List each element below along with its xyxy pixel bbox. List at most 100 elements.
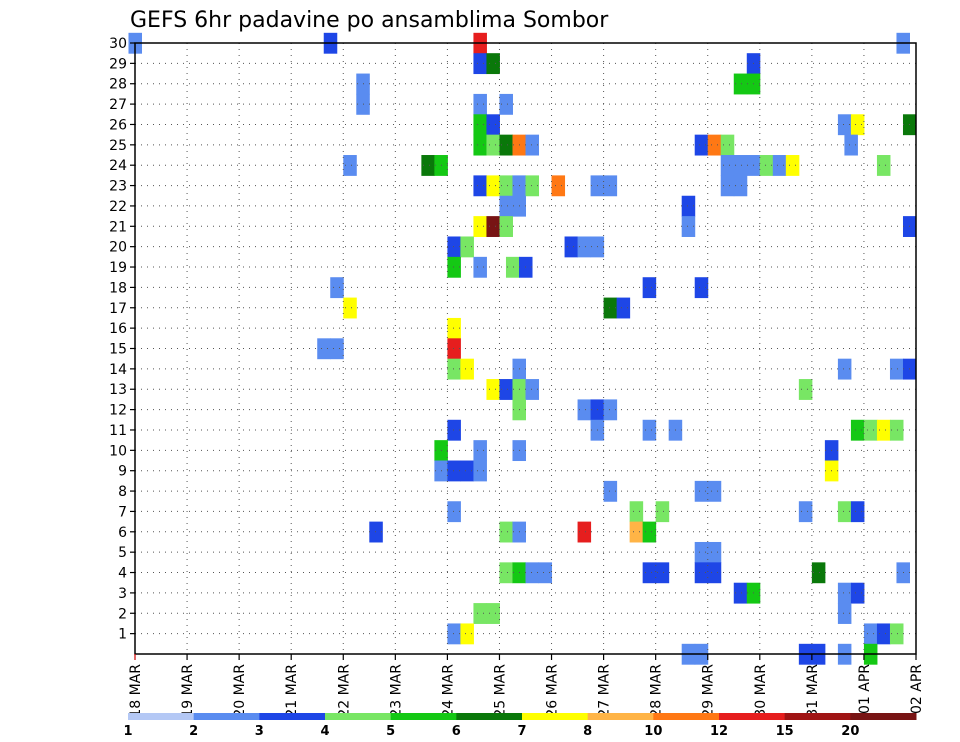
heatmap-cell — [577, 521, 592, 543]
heatmap-cell — [551, 175, 566, 197]
heatmap-cell — [733, 73, 748, 95]
x-tick-label: 30 MAR — [753, 664, 769, 718]
heatmap-cell — [447, 256, 461, 278]
x-tick-label: 21 MAR — [284, 664, 300, 718]
colorbar-label: 15 — [776, 724, 794, 739]
y-tick-label: 2 — [118, 606, 127, 622]
heatmap-cell — [473, 175, 487, 197]
heatmap-cell — [798, 501, 813, 523]
x-tick-label: 18 MAR — [128, 664, 144, 718]
colorbar-swatch — [784, 713, 851, 720]
heatmap-cell — [473, 134, 487, 156]
heatmap-cell — [837, 358, 852, 380]
x-tick-label: 01 APR — [857, 664, 873, 714]
heatmap-cell — [499, 195, 513, 217]
colorbar: 1 2 3 4 5 6 7 8 10 12 15 20 — [123, 713, 917, 739]
heatmap-cell — [447, 358, 461, 380]
y-tick-label: 27 — [109, 97, 127, 113]
heatmap-cell — [694, 134, 709, 156]
heatmap-cell — [629, 521, 644, 543]
heatmap-cell — [694, 541, 709, 563]
heatmap-cell — [486, 603, 500, 624]
heatmap-cell — [694, 277, 709, 299]
x-tick-label: 28 MAR — [649, 664, 665, 718]
y-tick-label: 9 — [118, 464, 127, 480]
colorbar-label: 10 — [644, 724, 662, 739]
heatmap-cell — [486, 379, 500, 400]
heatmap-cell — [863, 419, 878, 441]
colorbar-label: 3 — [255, 724, 264, 739]
heatmap-cell — [889, 358, 904, 380]
y-tick-label: 25 — [109, 138, 127, 154]
heatmap-cell — [642, 277, 657, 299]
y-tick-label: 18 — [109, 280, 127, 296]
heatmap-cell — [343, 297, 357, 319]
x-tick-label: 26 MAR — [545, 664, 561, 718]
heatmap-cell — [460, 623, 474, 645]
colorbar-label: 7 — [517, 724, 526, 739]
heatmap-cell — [486, 114, 500, 136]
colorbar-swatch — [259, 713, 326, 720]
x-tick-label: 27 MAR — [597, 664, 613, 718]
x-tick-label: 23 MAR — [388, 664, 404, 718]
heatmap-cell — [681, 195, 696, 217]
heatmap-cell — [772, 155, 787, 176]
heatmap-cell — [603, 297, 618, 319]
heatmap-cell — [473, 440, 487, 462]
heatmap-cell — [733, 155, 748, 176]
heatmap-cell — [499, 175, 513, 197]
heatmap-cell — [785, 155, 800, 176]
heatmap-cell — [759, 155, 774, 176]
heatmap-cell — [499, 562, 513, 584]
heatmap-cell — [850, 419, 865, 441]
colorbar-swatch — [719, 713, 786, 720]
grid-layer — [135, 42, 917, 654]
heatmap-cell — [629, 501, 644, 523]
heatmap-cell — [525, 175, 540, 197]
x-tick-label: 25 MAR — [492, 664, 508, 718]
heatmap-cell — [837, 603, 852, 624]
heatmap-cell — [369, 521, 383, 543]
heatmap-cell — [447, 623, 461, 645]
heatmap-cell — [538, 562, 553, 584]
heatmap-cell — [499, 379, 513, 400]
y-tick-label: 20 — [109, 240, 127, 256]
colorbar-swatch — [522, 713, 589, 720]
heatmap-cell — [330, 338, 344, 360]
heatmap-cell — [460, 460, 474, 482]
y-tick-label: 17 — [109, 301, 127, 317]
y-tick-label: 28 — [109, 77, 127, 93]
heatmap-cell — [694, 562, 709, 584]
y-tick-label: 5 — [118, 545, 127, 561]
heatmap-cell — [863, 623, 878, 645]
heatmap-cell — [837, 114, 852, 136]
heatmap-cell — [447, 501, 461, 523]
y-tick-label: 12 — [109, 403, 127, 419]
y-tick-label: 24 — [109, 158, 127, 174]
heatmap-cell — [447, 338, 461, 360]
heatmap-cell — [486, 216, 500, 237]
y-tick-label: 30 — [109, 36, 127, 52]
heatmap-cell — [473, 256, 487, 278]
heatmap-cell — [603, 175, 618, 197]
colorbar-swatch — [390, 713, 457, 720]
heatmap-cell — [876, 623, 891, 645]
heatmap-cell — [720, 134, 735, 156]
colorbar-swatch — [128, 713, 195, 720]
heatmap-cell — [473, 216, 487, 237]
heatmap-cell — [720, 175, 735, 197]
y-tick-label: 7 — [118, 504, 127, 520]
colorbar-swatch — [653, 713, 720, 720]
heatmap-cell — [681, 216, 696, 237]
heatmap-cell — [733, 582, 748, 604]
heatmap-cell — [642, 562, 657, 584]
heatmap-cell — [707, 480, 722, 502]
heatmap-cell — [525, 562, 540, 584]
colorbar-swatch — [193, 713, 260, 720]
heatmap-cell — [564, 236, 579, 258]
y-tick-label: 6 — [118, 525, 127, 541]
heatmap-cell — [707, 134, 722, 156]
y-axis: 1234567891011121314151617181920212223242… — [109, 36, 135, 643]
heatmap-cell — [889, 623, 904, 645]
